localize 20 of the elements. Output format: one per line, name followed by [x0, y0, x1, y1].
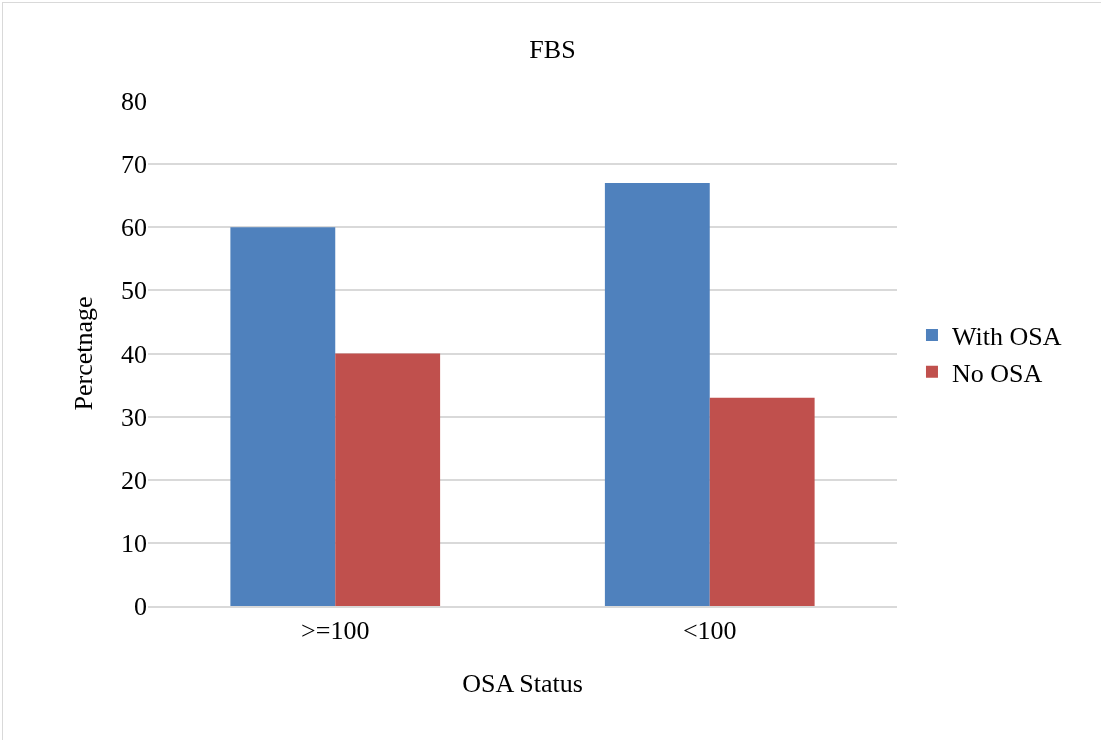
y-tick-label: 0	[134, 592, 147, 622]
y-tick-label: 80	[121, 87, 147, 117]
y-tick-label: 10	[121, 528, 147, 558]
y-tick-label: 60	[121, 213, 147, 243]
bar	[335, 353, 441, 606]
bar	[709, 397, 815, 606]
y-tick-label: 40	[121, 339, 147, 369]
y-tick-label: 20	[121, 465, 147, 495]
x-tick-label: <100	[682, 615, 737, 645]
legend-label: No OSA	[951, 358, 1043, 388]
y-tick-label: 70	[121, 150, 147, 180]
y-axis-title: Percetnage	[69, 296, 99, 411]
chart-title: FBS	[529, 35, 576, 65]
y-tick-label: 50	[121, 276, 147, 306]
x-axis-title: OSA Status	[462, 669, 583, 699]
bar	[230, 227, 336, 606]
legend-label: With OSA	[951, 322, 1062, 352]
x-tick-label: >=100	[301, 615, 370, 645]
y-tick-label: 30	[121, 402, 147, 432]
bar	[604, 183, 710, 606]
